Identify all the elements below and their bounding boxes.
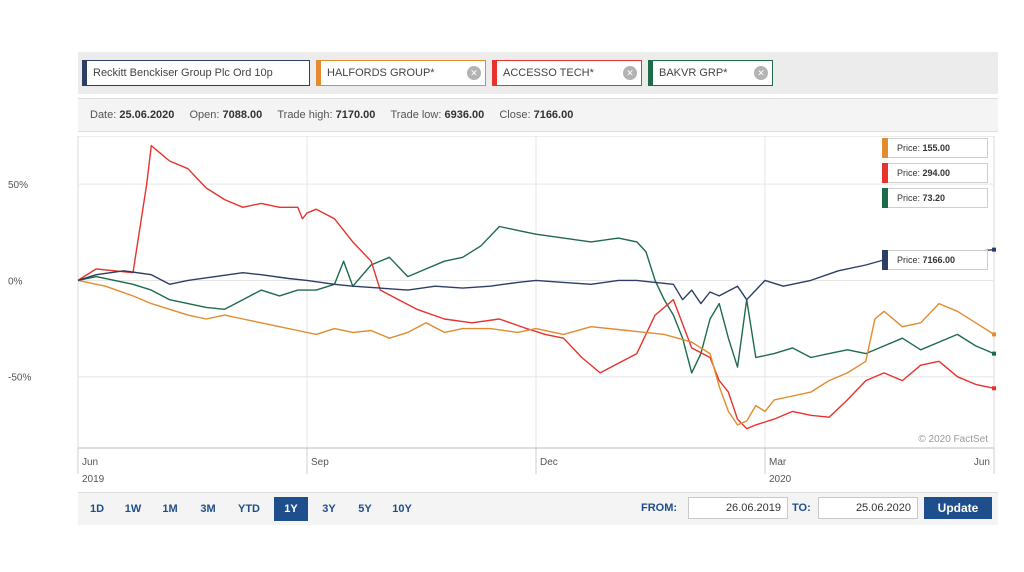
low-value: 6936.00	[444, 109, 485, 121]
range-button-1d[interactable]: 1D	[89, 503, 105, 515]
quote-info-bar: Date: 25.06.2020 Open: 7088.00 Trade hig…	[78, 98, 998, 132]
range-button-5y[interactable]: 5Y	[358, 503, 372, 515]
date-label: Date:	[90, 109, 117, 121]
range-button-10y[interactable]: 10Y	[392, 503, 412, 515]
from-date-input[interactable]	[688, 497, 788, 519]
x-tick-label: Sep	[311, 457, 329, 468]
from-label: FROM:	[641, 502, 678, 514]
tab-bakvr[interactable]: BAKVR GRP* ✕	[648, 60, 773, 86]
tab-halfords[interactable]: HALFORDS GROUP* ✕	[316, 60, 486, 86]
price-box-bakvr: Price: 73.20	[882, 188, 988, 208]
series-end-marker	[992, 247, 996, 252]
price-label: Price:	[897, 168, 921, 178]
close-label: Close:	[499, 109, 531, 121]
high-value: 7170.00	[335, 109, 376, 121]
series-color-marker	[492, 60, 497, 86]
range-button-1y[interactable]: 1Y	[274, 497, 308, 521]
price-value: 155.00	[922, 143, 951, 153]
date-field: Date: 25.06.2020	[90, 109, 174, 121]
y-tick-label: 50%	[8, 180, 28, 191]
x-tick-label: Mar	[769, 457, 787, 468]
price-chart[interactable]: 50% 0% -50% Jun 2019 Sep Dec Mar 2020 Jun © 2020 F…	[0, 136, 1024, 486]
price-value: 73.20	[922, 193, 946, 203]
series-line	[77, 225, 995, 374]
series-color-marker	[648, 60, 653, 86]
to-label: TO:	[792, 502, 811, 514]
tab-reckitt[interactable]: Reckitt Benckiser Group Plc Ord 10p	[82, 60, 310, 86]
tab-label: BAKVR GRP*	[659, 67, 728, 79]
series-line	[77, 248, 995, 305]
to-date-input[interactable]	[818, 497, 918, 519]
close-value: 7166.00	[533, 109, 574, 121]
series-color-marker	[882, 138, 888, 158]
tab-label: HALFORDS GROUP*	[327, 67, 435, 79]
tab-label: ACCESSO TECH*	[503, 67, 594, 79]
range-button-ytd[interactable]: YTD	[238, 503, 260, 515]
series-color-marker	[316, 60, 321, 86]
y-tick-label: 0%	[8, 276, 23, 287]
low-label: Trade low:	[390, 109, 442, 121]
series-color-marker	[882, 250, 888, 270]
x-tick-label: Dec	[540, 457, 558, 468]
high-field: Trade high: 7170.00	[277, 109, 375, 121]
price-box-halfords: Price: 155.00	[882, 138, 988, 158]
security-tabs: Reckitt Benckiser Group Plc Ord 10p HALF…	[78, 52, 998, 94]
update-button[interactable]: Update	[924, 497, 992, 519]
x-tick-sublabel: 2019	[82, 474, 105, 485]
close-icon[interactable]: ✕	[754, 66, 768, 80]
series-color-marker	[82, 60, 87, 86]
series-end-marker	[992, 351, 996, 356]
price-label: Price:	[897, 255, 921, 265]
price-label: Price:	[897, 193, 921, 203]
close-icon[interactable]: ✕	[467, 66, 481, 80]
price-value: 294.00	[922, 168, 951, 178]
open-field: Open: 7088.00	[189, 109, 262, 121]
range-button-1m[interactable]: 1M	[162, 503, 178, 515]
date-value: 25.06.2020	[119, 109, 175, 121]
x-tick-sublabel: 2020	[769, 474, 792, 485]
y-tick-label: -50%	[8, 373, 31, 384]
range-button-3m[interactable]: 3M	[200, 503, 216, 515]
range-controls: 1D 1W 1M 3M YTD 1Y 3Y 5Y 10Y FROM: TO: U…	[78, 492, 998, 525]
high-label: Trade high:	[277, 109, 333, 121]
close-icon[interactable]: ✕	[623, 66, 637, 80]
price-label: Price:	[897, 143, 921, 153]
open-label: Open:	[189, 109, 220, 121]
range-button-3y[interactable]: 3Y	[322, 503, 336, 515]
tab-accesso[interactable]: ACCESSO TECH* ✕	[492, 60, 642, 86]
series-color-marker	[882, 188, 888, 208]
series-line	[77, 279, 995, 426]
low-field: Trade low: 6936.00	[390, 109, 484, 121]
price-box-accesso: Price: 294.00	[882, 163, 988, 183]
price-value: 7166.00	[922, 255, 956, 265]
price-box-reckitt: Price: 7166.00	[882, 250, 988, 270]
x-tick-label: Jun	[974, 457, 990, 468]
series-color-marker	[882, 163, 888, 183]
tab-label: Reckitt Benckiser Group Plc Ord 10p	[93, 67, 273, 79]
series-line	[77, 144, 995, 430]
watermark-text: © 2020 FactSet	[918, 434, 988, 445]
series-end-marker	[992, 386, 996, 391]
open-value: 7088.00	[222, 109, 263, 121]
series-end-marker	[992, 332, 996, 337]
range-button-1w[interactable]: 1W	[124, 503, 142, 515]
x-tick-label: Jun	[82, 457, 98, 468]
close-field: Close: 7166.00	[499, 109, 573, 121]
